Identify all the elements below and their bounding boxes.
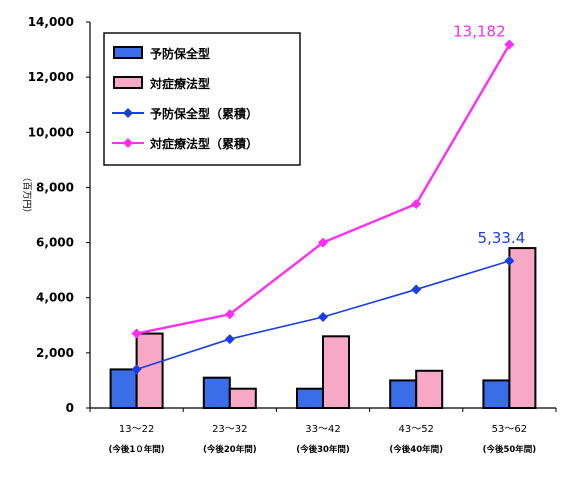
point-2-3 <box>411 284 422 295</box>
bar-0-2 <box>296 387 324 410</box>
legend-label-2: 予防保全型（累積） <box>150 106 258 121</box>
bar-0-1 <box>202 376 231 409</box>
point-2-4 <box>504 255 515 266</box>
point-3-0 <box>131 328 142 339</box>
legend-marker-3 <box>123 138 133 148</box>
data-label-0: 13,182 <box>453 23 506 41</box>
bar-1-0 <box>135 332 164 409</box>
legend-label-0: 予防保全型 <box>150 46 210 61</box>
bar-1-3 <box>415 369 444 409</box>
legend-swatch-1 <box>113 76 143 89</box>
y-tick-label: 12,000 <box>28 70 74 84</box>
bar-1-1 <box>228 387 257 410</box>
point-2-0 <box>131 364 142 375</box>
point-2-1 <box>224 334 235 345</box>
y-tick-label: 0 <box>66 401 74 415</box>
y-tick-label: 4,000 <box>36 291 74 305</box>
y-tick-label: 2,000 <box>36 346 74 360</box>
bar-0-3 <box>389 379 418 409</box>
legend-label-3: 対症療法型（累積） <box>149 136 258 151</box>
point-3-1 <box>224 309 235 320</box>
point-3-4 <box>504 39 515 50</box>
bar-1-4 <box>508 247 537 409</box>
legend-marker-2 <box>123 108 133 118</box>
x-tick-sublabel: (今後1０年間) <box>109 444 165 455</box>
legend-label-1: 対症療法型 <box>149 76 210 91</box>
y-axis-label: （百万円） <box>21 172 32 217</box>
bar-0-0 <box>109 368 138 409</box>
x-tick-sublabel: (今後40年間) <box>389 444 443 455</box>
y-tick-label: 10,000 <box>28 125 74 139</box>
point-3-3 <box>411 198 422 209</box>
bar-1-2 <box>322 335 350 410</box>
x-tick-sublabel: (今後50年間) <box>483 444 537 455</box>
x-tick-label: 13～22 <box>119 424 154 435</box>
x-tick-label: 23～32 <box>212 424 247 435</box>
point-2-2 <box>318 312 328 323</box>
x-tick-label: 33～42 <box>305 424 340 435</box>
point-3-2 <box>318 237 328 248</box>
x-tick-label: 53～62 <box>492 424 527 435</box>
legend-swatch-0 <box>113 46 143 59</box>
y-tick-label: 6,000 <box>36 236 74 250</box>
x-tick-sublabel: (今後30年間) <box>296 444 350 455</box>
y-tick-label: 14,000 <box>28 15 74 29</box>
x-tick-label: 43～52 <box>398 424 433 435</box>
y-tick-label: 8,000 <box>36 180 74 194</box>
data-label-1: 5,33.4 <box>478 229 526 247</box>
x-tick-sublabel: (今後20年間) <box>203 444 257 455</box>
bar-0-4 <box>482 379 511 409</box>
